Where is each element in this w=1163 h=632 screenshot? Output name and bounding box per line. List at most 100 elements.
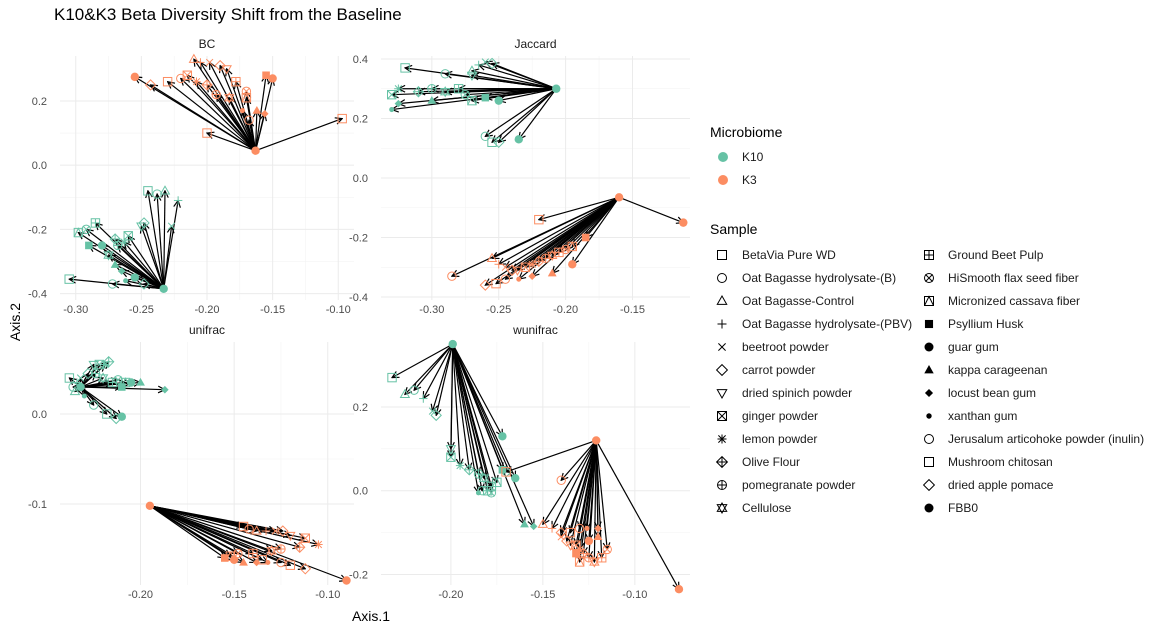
data-point-k3 (233, 548, 243, 559)
legend-sample-label: dried apple pomace (948, 478, 1054, 492)
data-point-k3 (501, 467, 511, 477)
x-tick-label: -0.30 (63, 304, 88, 316)
data-point-k10 (76, 374, 85, 382)
shift-arrow (229, 98, 257, 151)
legend-sample-label: ginger powder (742, 409, 818, 423)
data-point-k10 (143, 186, 153, 196)
shift-arrow (216, 95, 257, 152)
legend-sample-label: Oat Bagasse-Control (742, 294, 854, 308)
data-point-k10 (64, 373, 75, 383)
data-point-k3 (506, 264, 518, 276)
data-point-k10 (389, 107, 395, 113)
legend-key-plus-icon (717, 319, 727, 329)
legend-key-square-plus-icon (924, 250, 934, 260)
data-point-k10 (498, 466, 507, 474)
legend-sample-label: Jerusalum articohoke powder (inulin) (948, 432, 1144, 446)
data-point-k10 (136, 222, 147, 232)
shift-arrow (164, 191, 165, 289)
y-tick-label: 0.0 (353, 486, 368, 498)
data-point-k10 (453, 84, 464, 94)
legend-sample-label: xanthan gum (948, 409, 1017, 423)
data-point-k3 (238, 521, 249, 532)
shift-arrow (242, 111, 257, 151)
data-point-k10 (400, 63, 410, 73)
y-tick-label: -0.4 (28, 289, 47, 301)
legend-sample-label: kappa carageenan (948, 363, 1047, 377)
data-point-k3 (239, 108, 245, 114)
data-point-k3 (491, 278, 501, 289)
shift-arrow (141, 226, 165, 289)
y-tick-label: -0.2 (349, 570, 368, 582)
data-point-k10 (492, 136, 505, 149)
data-point-k10 (500, 466, 512, 478)
data-point-k10 (520, 519, 529, 528)
data-point-k3 (260, 110, 269, 118)
data-point-k10 (477, 486, 487, 496)
legend-sample-label: pomegranate powder (742, 478, 855, 492)
y-tick-label: -0.4 (349, 292, 368, 304)
data-point-k3 (674, 584, 684, 594)
data-point-k3 (252, 105, 262, 114)
data-point-k10 (473, 469, 484, 479)
shift-arrow (572, 196, 620, 264)
data-point-k10 (486, 481, 497, 492)
data-point-k10 (511, 473, 520, 483)
x-tick-label: -0.15 (620, 304, 645, 316)
data-point-k10 (167, 222, 176, 230)
x-tick-label: -0.20 (438, 589, 463, 601)
data-point-k10 (430, 409, 442, 422)
legend-sample-label: FBB0 (948, 501, 978, 515)
x-tick-label: -0.10 (326, 304, 351, 316)
x-tick-label: -0.15 (222, 589, 247, 601)
data-point-k10 (102, 356, 115, 368)
data-point-k10 (97, 241, 107, 250)
legend-key-triangle-filled-icon (924, 365, 934, 374)
shift-arrow (254, 114, 265, 151)
data-point-k3 (202, 128, 212, 138)
data-point-k10 (486, 488, 497, 498)
shift-arrow (168, 82, 256, 152)
shift-arrow (95, 223, 165, 290)
data-point-k10 (117, 267, 126, 275)
data-point-k10 (387, 89, 397, 100)
shift-arrow (492, 196, 620, 258)
shift-arrow (256, 111, 257, 151)
data-point-k3 (567, 241, 577, 252)
shift-arrow (519, 88, 557, 140)
baseline-point-k3 (251, 146, 260, 155)
arrow-layer (392, 343, 679, 589)
shift-arrow (157, 194, 165, 289)
legend-key-star-of-david-icon (716, 502, 728, 514)
legend-key-circle-cross-icon (924, 273, 934, 283)
data-point-k3 (589, 556, 600, 568)
data-point-k10 (136, 377, 145, 386)
data-point-k3 (547, 268, 557, 277)
data-point-k3 (528, 272, 536, 280)
shift-arrow (86, 229, 165, 290)
legend-sample-label: dried spinich powder (742, 386, 852, 400)
data-point-k10 (440, 69, 450, 79)
shift-arrow (552, 440, 597, 528)
data-point-k10 (85, 241, 93, 250)
shift-arrow (479, 65, 557, 90)
data-point-k3 (512, 266, 523, 276)
y-tick-label: 0.2 (32, 96, 47, 108)
data-point-k10 (487, 137, 497, 147)
arrow-layer (69, 59, 342, 290)
data-point-k10 (103, 249, 114, 261)
legend-key-circle-filled-icon (924, 503, 934, 513)
data-point-k3 (299, 563, 312, 575)
legend-microbiome-title: Microbiome (710, 124, 783, 140)
y-tick-label: 0.0 (353, 173, 368, 185)
data-point-k3 (516, 276, 522, 282)
data-point-k3 (494, 260, 503, 269)
shift-arrow (149, 505, 281, 549)
data-point-k10 (107, 377, 118, 388)
legend-key-square-cross-icon (717, 411, 727, 421)
data-point-k10 (445, 445, 457, 455)
legend-key-circle-filled-icon (924, 342, 934, 352)
data-point-k3 (176, 73, 186, 84)
data-point-k3 (337, 113, 347, 124)
shift-arrow (452, 344, 470, 470)
